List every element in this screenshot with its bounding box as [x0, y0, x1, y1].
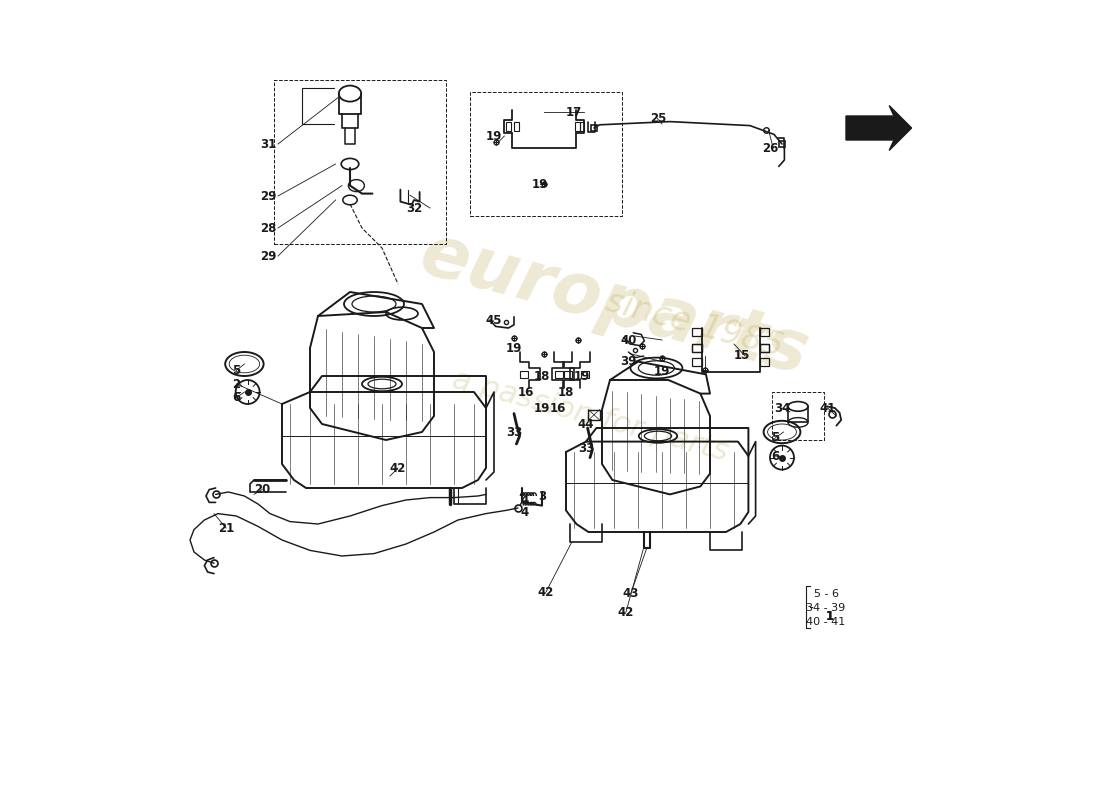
- Text: 1: 1: [826, 610, 834, 622]
- Text: a passion for parts: a passion for parts: [449, 365, 732, 467]
- Text: 42: 42: [389, 462, 406, 474]
- Text: 19: 19: [531, 178, 548, 190]
- Text: 40 - 41: 40 - 41: [806, 617, 846, 626]
- Bar: [506, 122, 510, 131]
- Text: 40: 40: [620, 334, 637, 346]
- Bar: [692, 358, 702, 366]
- Text: 28: 28: [261, 222, 276, 234]
- Text: 33: 33: [506, 426, 522, 438]
- Text: 2: 2: [232, 378, 241, 390]
- Bar: [514, 122, 519, 131]
- Text: 42: 42: [538, 586, 554, 598]
- Text: 39: 39: [620, 355, 637, 368]
- Text: 21: 21: [218, 522, 234, 534]
- Text: 6: 6: [232, 391, 241, 404]
- Bar: [760, 358, 769, 366]
- Text: since 1985: since 1985: [602, 285, 786, 363]
- Text: 19: 19: [506, 342, 522, 354]
- Text: 16: 16: [518, 386, 535, 398]
- Text: 29: 29: [261, 190, 276, 202]
- Bar: [760, 328, 769, 336]
- Text: 29: 29: [261, 250, 276, 262]
- Bar: [580, 122, 584, 131]
- Text: 34: 34: [773, 402, 790, 414]
- Text: 31: 31: [261, 138, 276, 150]
- Text: 32: 32: [406, 202, 422, 214]
- Text: 18: 18: [534, 370, 550, 382]
- Bar: [575, 122, 580, 131]
- Text: 15: 15: [734, 350, 750, 362]
- Text: 25: 25: [650, 112, 667, 125]
- Text: 19: 19: [486, 130, 503, 142]
- Text: 20: 20: [254, 483, 271, 496]
- Bar: [520, 371, 528, 378]
- Text: 6: 6: [771, 450, 780, 462]
- Text: 19: 19: [653, 365, 670, 378]
- Text: europarts: europarts: [412, 219, 816, 389]
- Bar: [760, 344, 769, 352]
- Text: 4: 4: [520, 506, 528, 518]
- Bar: [554, 371, 563, 378]
- Text: 5: 5: [232, 364, 241, 377]
- Text: 3: 3: [538, 490, 546, 502]
- Text: 33: 33: [578, 442, 594, 454]
- Text: 26: 26: [762, 142, 779, 154]
- Bar: [692, 328, 702, 336]
- Text: 42: 42: [618, 606, 635, 618]
- Text: 4: 4: [520, 494, 528, 507]
- Text: 16: 16: [550, 402, 566, 414]
- Text: 5 - 6: 5 - 6: [814, 590, 838, 599]
- Text: 43: 43: [623, 587, 639, 600]
- Text: 18: 18: [558, 386, 574, 398]
- Polygon shape: [846, 106, 912, 150]
- Bar: [692, 344, 702, 352]
- Text: 34 - 39: 34 - 39: [806, 603, 846, 613]
- Bar: [563, 371, 572, 378]
- Text: 44: 44: [578, 418, 594, 430]
- Bar: [581, 371, 590, 378]
- Text: 19: 19: [574, 370, 591, 382]
- Bar: [692, 344, 702, 352]
- Text: 5: 5: [771, 431, 780, 444]
- Text: 45: 45: [486, 314, 503, 326]
- Bar: [760, 344, 769, 352]
- Text: 17: 17: [565, 106, 582, 118]
- Text: 19: 19: [534, 402, 550, 414]
- Text: 1: 1: [826, 610, 834, 622]
- Text: 41: 41: [820, 402, 836, 414]
